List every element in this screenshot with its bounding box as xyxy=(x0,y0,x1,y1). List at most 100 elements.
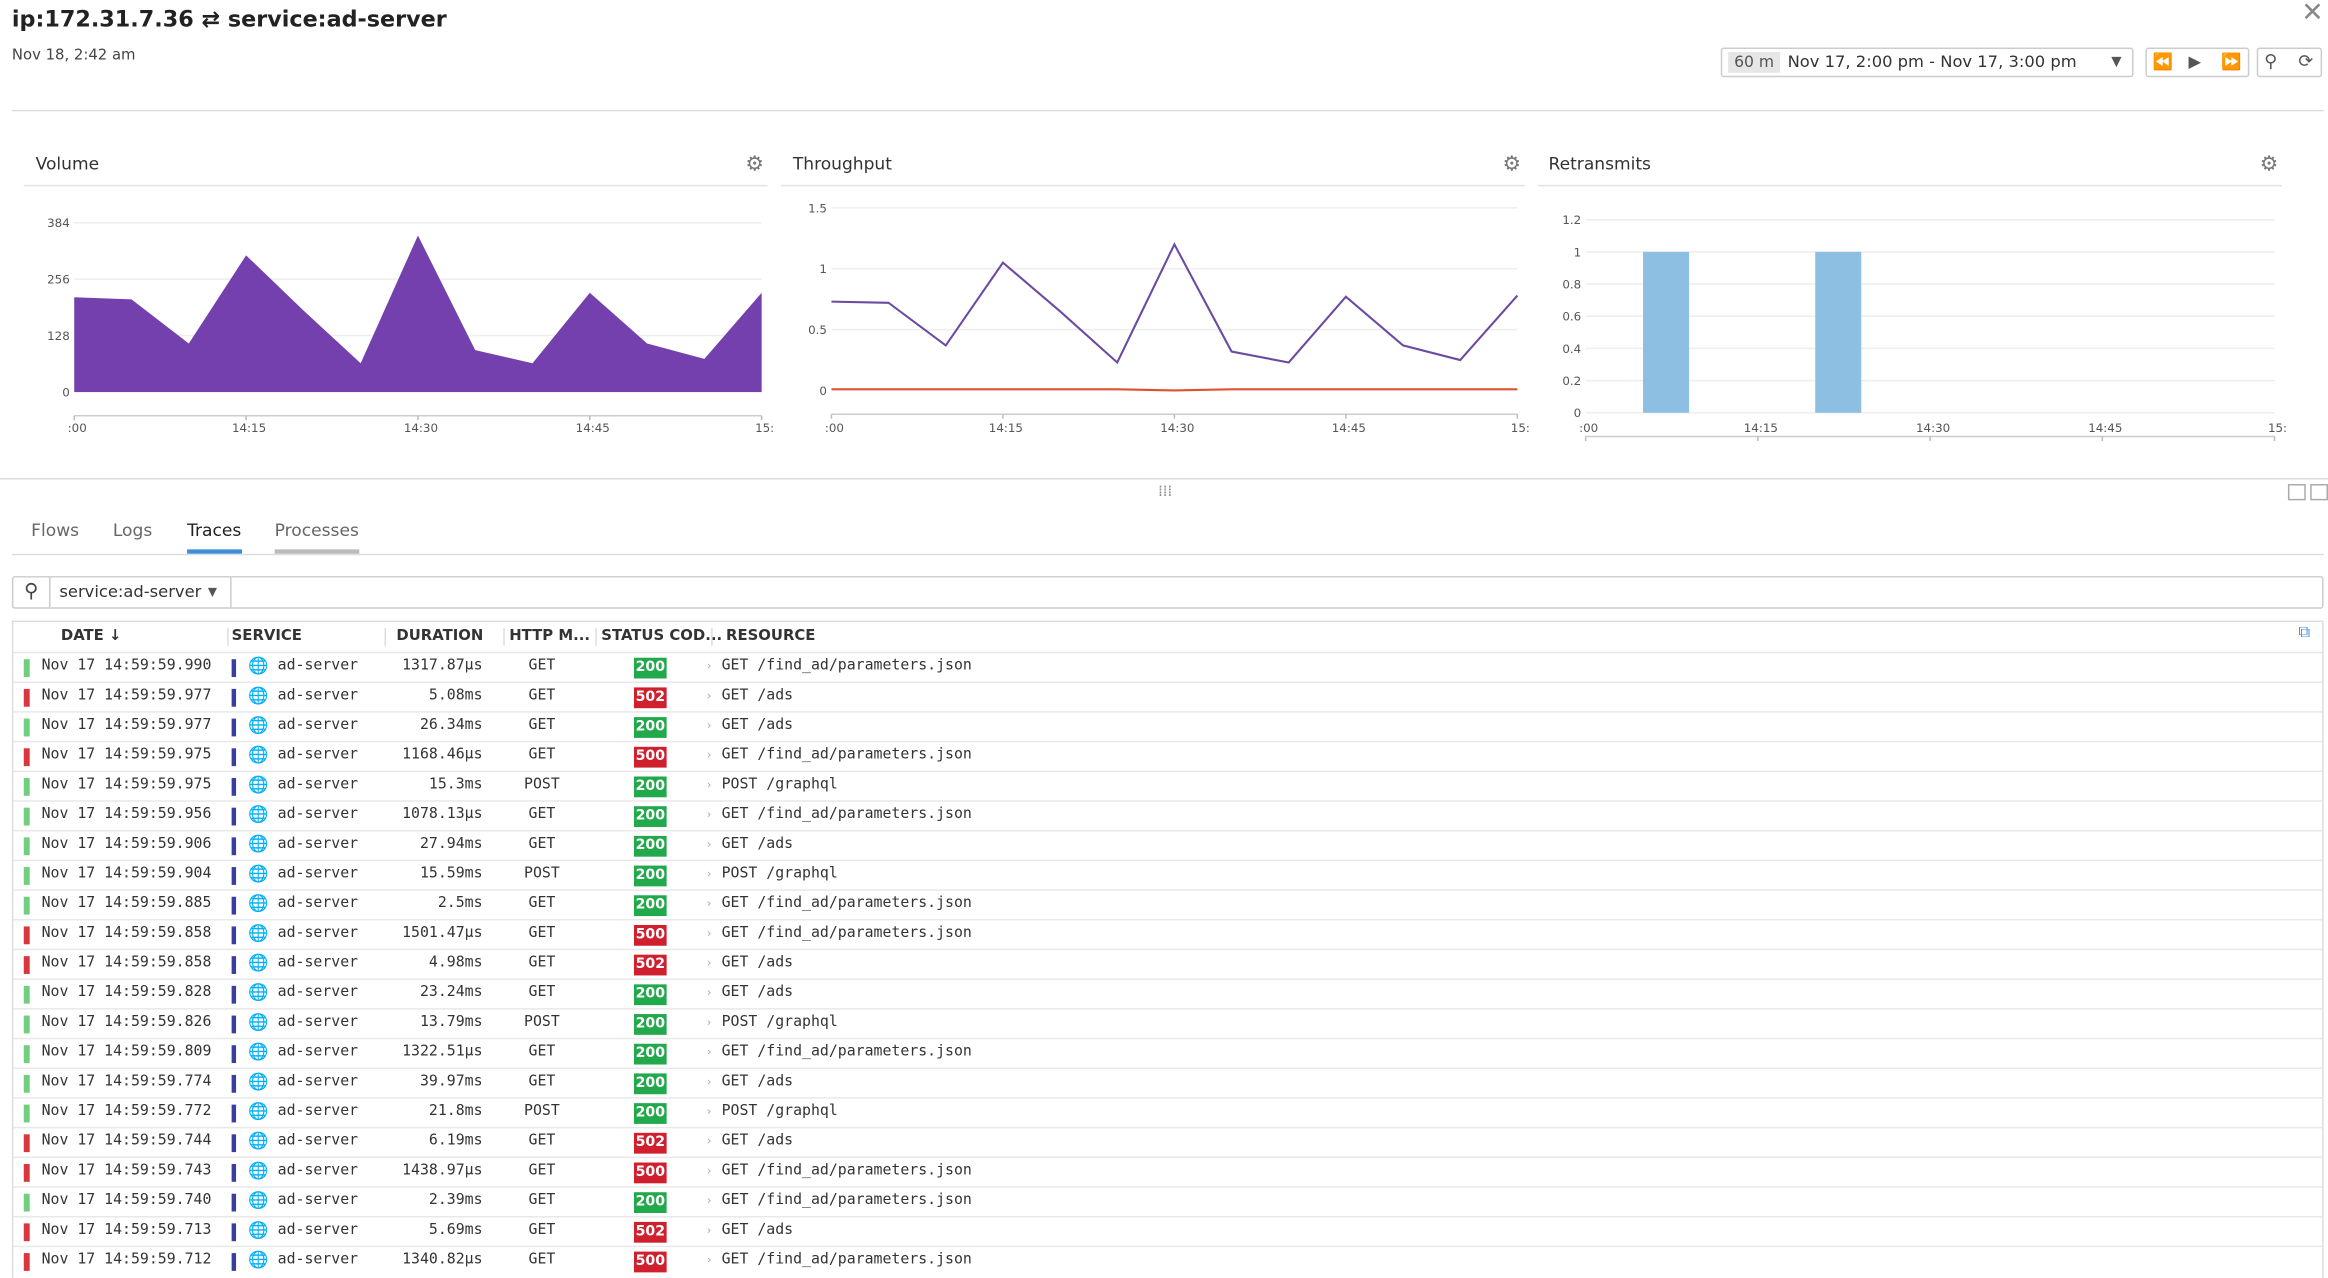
table-row[interactable]: Nov 17 14:59:59.828 🌐 ad-server 23.24ms GET 2… xyxy=(13,978,2323,1009)
table-row[interactable]: Nov 17 14:59:59.977 🌐 ad-server 5.08ms GET 50… xyxy=(13,681,2323,712)
http-method: GET xyxy=(528,1192,556,1209)
table-row[interactable]: Nov 17 14:59:59.975 🌐 ad-server 15.3ms POST 2… xyxy=(13,770,2323,802)
expand-button[interactable] xyxy=(2310,484,2328,501)
line xyxy=(831,388,1518,392)
resource-chevron: › xyxy=(706,688,712,703)
table-row[interactable]: Nov 17 14:59:59.740 🌐 ad-server 2.39ms GET 20… xyxy=(13,1186,2323,1217)
table-row[interactable]: Nov 17 14:59:59.809 🌐 ad-server 1322.51µs GE… xyxy=(13,1037,2323,1069)
status-code: 500 xyxy=(633,1162,667,1184)
chart-title: Retransmits xyxy=(1549,154,1652,174)
duration: 13.79ms xyxy=(419,1014,483,1031)
column-header[interactable]: STATUS COD... xyxy=(601,628,723,645)
tab[interactable]: Flows xyxy=(31,519,80,541)
y-tick-label: 0 xyxy=(1574,406,1582,420)
table-row[interactable]: Nov 17 14:59:59.956 🌐 ad-server 1078.13µs GE… xyxy=(13,800,2323,831)
resource-chevron: › xyxy=(706,926,712,940)
y-tick-label: 0.4 xyxy=(1562,342,1581,356)
settings-icon[interactable]: ⚙ xyxy=(2260,152,2279,176)
tab[interactable]: Traces xyxy=(187,520,242,554)
duration: 1317.87µs xyxy=(402,657,483,675)
column-divider xyxy=(711,628,713,646)
table-row[interactable]: Nov 17 14:59:59.772 🌐 ad-server 21.8ms POST 2… xyxy=(13,1097,2323,1128)
http-method: GET xyxy=(528,1043,556,1061)
duration: 1438.97µs xyxy=(402,1162,483,1179)
table-row[interactable]: Nov 17 14:59:59.774 🌐 ad-server 39.97ms GET 2… xyxy=(13,1067,2323,1098)
rewind-button[interactable]: ⏪ xyxy=(2152,51,2174,72)
column-header[interactable]: DURATION xyxy=(396,628,484,645)
collapse-button[interactable] xyxy=(2287,484,2306,501)
status-code: 200 xyxy=(633,1014,667,1035)
date: Nov 17 14:59:59.826 xyxy=(41,1014,212,1031)
x-tick-label: 15: xyxy=(1511,421,1530,435)
timestamp: Nov 18, 2:42 am xyxy=(11,47,136,64)
status-code: 200 xyxy=(633,835,667,857)
service-icon: 🌐 xyxy=(247,775,269,795)
column-header[interactable]: DATE ↓ xyxy=(60,628,122,645)
status-indicator xyxy=(23,1074,30,1093)
table-row[interactable]: Nov 17 14:59:59.904 🌐 ad-server 15.59ms POST… xyxy=(13,859,2323,891)
area xyxy=(74,235,762,392)
y-tick-label: 0 xyxy=(62,385,70,399)
duration: 1340.82µs xyxy=(402,1251,483,1268)
status-code: 200 xyxy=(633,1043,667,1065)
table-row[interactable]: Nov 17 14:59:59.975 🌐 ad-server 1168.46µs GE… xyxy=(13,740,2323,772)
search-bar[interactable]: ⚲ service:ad-server ▼ xyxy=(11,576,2324,609)
table-row[interactable]: Nov 17 14:59:59.743 🌐 ad-server 1438.97µs GE… xyxy=(13,1156,2323,1188)
close-button[interactable]: ✕ xyxy=(2301,0,2324,29)
service: ad-server xyxy=(277,687,359,704)
http-method: GET xyxy=(528,1073,556,1090)
settings-icon[interactable]: ⚙ xyxy=(745,152,764,176)
column-header[interactable]: SERVICE xyxy=(231,628,302,645)
x-tick-label: 14:15 xyxy=(1744,421,1778,435)
status-indicator xyxy=(23,926,30,945)
y-tick-label: 0.2 xyxy=(1562,374,1581,388)
tab[interactable]: Processes xyxy=(274,520,359,554)
table-row[interactable]: Nov 17 14:59:59.977 🌐 ad-server 26.34ms GET 2… xyxy=(13,711,2323,742)
duration: 5.69ms xyxy=(428,1221,483,1239)
settings-icon[interactable]: ⚙ xyxy=(1503,152,1522,176)
y-tick-label: 1 xyxy=(819,262,827,276)
http-method: GET xyxy=(528,657,556,675)
forward-button[interactable]: ⏩ xyxy=(2221,51,2242,72)
table-row[interactable]: Nov 17 14:59:59.906 🌐 ad-server 27.94ms GET 2… xyxy=(13,829,2323,861)
resource: POST /graphql xyxy=(721,776,838,793)
open-external[interactable]: ⧉ xyxy=(2298,622,2310,642)
refresh-button[interactable]: ⟳ xyxy=(2298,50,2314,72)
duration: 21.8ms xyxy=(428,1103,483,1120)
table-row[interactable]: Nov 17 14:59:59.713 🌐 ad-server 5.69ms GET 50… xyxy=(13,1215,2323,1247)
date: Nov 17 14:59:59.740 xyxy=(41,1192,212,1209)
tab[interactable]: Logs xyxy=(112,519,153,541)
table-row[interactable]: Nov 17 14:59:59.744 🌐 ad-server 6.19ms GET 50… xyxy=(13,1126,2323,1158)
date: Nov 17 14:59:59.744 xyxy=(41,1132,212,1150)
service-icon: 🌐 xyxy=(247,804,269,825)
charts: Volume ⚙ 0 128 256 384:00 14:15 14:30 14:45 15: Th… xyxy=(23,152,2287,441)
table-row[interactable]: Nov 17 14:59:59.885 🌐 ad-server 2.5ms GET 200… xyxy=(13,889,2323,920)
resource: GET /find_ad/parameters.json xyxy=(721,806,972,823)
page-title: ip:172.31.7.36 ⇄ service:ad-server xyxy=(11,5,447,33)
table-row[interactable]: Nov 17 14:59:59.712 🌐 ad-server 1340.82µs GE… xyxy=(13,1245,2323,1277)
time-range-picker[interactable]: 60 m Nov 17, 2:00 pm - Nov 17, 3:00 pm ▼ xyxy=(1720,47,2134,78)
table-row[interactable]: Nov 17 14:59:59.990 🌐 ad-server 1317.87µs GE… xyxy=(13,651,2323,683)
service-icon: 🌐 xyxy=(247,685,269,706)
service-color xyxy=(231,1045,237,1064)
date: Nov 17 14:59:59.906 xyxy=(41,835,212,853)
resource: GET /find_ad/parameters.json xyxy=(721,924,972,942)
zoom-button[interactable]: ⚲ xyxy=(2264,50,2278,72)
status-indicator xyxy=(23,1253,30,1271)
separator xyxy=(11,109,2324,112)
resize-handle[interactable]: ⁞⁞⁞ xyxy=(1158,484,1173,501)
http-method: GET xyxy=(528,924,556,942)
play-button[interactable]: ▶ xyxy=(2188,51,2202,72)
status-code: 500 xyxy=(633,1251,667,1273)
date: Nov 17 14:59:59.904 xyxy=(41,865,212,882)
table-row[interactable]: Nov 17 14:59:59.858 🌐 ad-server 1501.47µs GE… xyxy=(13,919,2323,950)
column-header[interactable]: RESOURCE xyxy=(726,628,816,645)
column-header[interactable]: HTTP M... xyxy=(509,628,591,645)
table-row[interactable]: Nov 17 14:59:59.858 🌐 ad-server 4.98ms GET 50… xyxy=(13,948,2323,980)
service-color xyxy=(231,896,237,915)
table-row[interactable]: Nov 17 14:59:59.826 🌐 ad-server 13.79ms POST… xyxy=(13,1008,2323,1039)
status-indicator xyxy=(23,867,30,885)
resource-chevron: › xyxy=(706,777,712,792)
y-tick-label: 0.5 xyxy=(808,323,827,337)
service-color xyxy=(231,1015,237,1034)
